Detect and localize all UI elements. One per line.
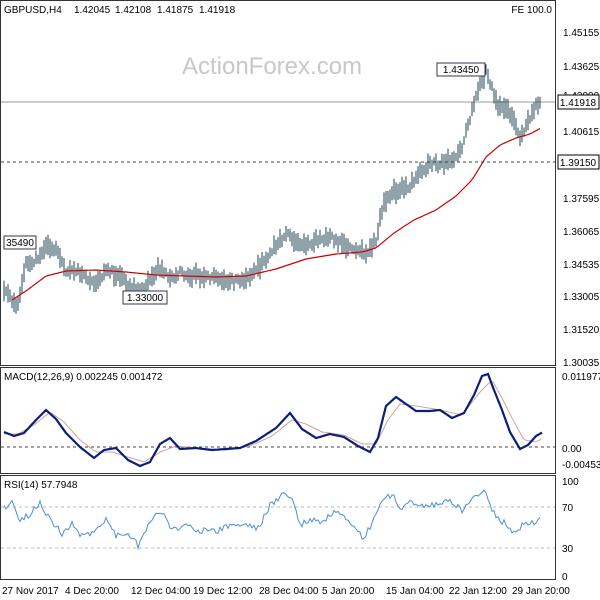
- x-tick: 15 Jan 04:00: [386, 586, 444, 597]
- rsi-tick: 30: [562, 544, 574, 555]
- current-price-tag: 1.41918: [557, 94, 600, 110]
- macd-title: MACD(12,26,9) 0.002245 0.001472: [4, 372, 163, 383]
- close-value: 1.41918: [199, 5, 236, 16]
- price-tick: 1.31520: [563, 325, 600, 336]
- price-panel: [0, 0, 556, 366]
- x-tick: 27 Nov 2017: [2, 586, 59, 597]
- price-tick: 1.33005: [563, 292, 600, 303]
- rsi-title: RSI(14) 57.7948: [4, 480, 78, 491]
- price-tick: 1.43625: [563, 62, 600, 73]
- x-tick: 5 Jan 20:00: [322, 586, 375, 597]
- open-value: 1.42045: [74, 5, 111, 16]
- macd-tick: 0.011977: [562, 372, 600, 383]
- rsi-line: [3, 489, 541, 551]
- x-tick: 19 Dec 12:00: [193, 586, 253, 597]
- x-tick: 29 Jan 20:00: [512, 586, 570, 597]
- macd-signal-line: [4, 381, 542, 462]
- rsi-tick: 100: [562, 477, 579, 488]
- price-tick: 1.40615: [563, 127, 600, 138]
- rsi-panel: [0, 475, 556, 580]
- macd-tick: 0.00: [562, 444, 582, 455]
- rsi-tick: 70: [562, 503, 574, 514]
- macd-tick: -0.004537: [562, 460, 600, 471]
- low-value: 1.41875: [157, 5, 194, 16]
- price-tick: 1.36065: [563, 227, 600, 238]
- current-price-label: 1.41918: [560, 98, 597, 109]
- watermark: ActionForex.com: [182, 53, 362, 80]
- macd-line: [3, 372, 543, 468]
- price-tick: 1.37595: [563, 194, 600, 205]
- support-price-tag: 1.39150: [557, 154, 600, 170]
- moving-average-line: [11, 127, 541, 301]
- low-label: 1.33000: [127, 293, 164, 304]
- macd-panel: [0, 367, 556, 474]
- rsi-tick: 0: [562, 572, 568, 583]
- left-peak-label: 35490: [6, 238, 34, 249]
- high-value: 1.42108: [115, 5, 152, 16]
- x-axis: 27 Nov 2017 4 Dec 20:00 12 Dec 04:00 19 …: [2, 586, 570, 597]
- x-tick: 22 Jan 12:00: [449, 586, 507, 597]
- x-tick: 28 Dec 04:00: [259, 586, 319, 597]
- price-header: GBPUSD,H4 1.42045 1.42108 1.41875 1.4191…: [4, 5, 236, 16]
- fe-label: FE 100.0: [511, 5, 552, 16]
- left-peak-label-box: 35490: [3, 235, 37, 250]
- price-y-axis: 1.45155 1.43625 1.42090 1.40615 1.37595 …: [563, 28, 600, 369]
- price-bars: [3, 64, 541, 314]
- low-label-box: 1.33000: [122, 290, 168, 305]
- price-tick: 1.30035: [563, 358, 600, 369]
- price-tick: 1.45155: [563, 28, 600, 39]
- support-price-label: 1.39150: [560, 158, 597, 169]
- x-tick: 12 Dec 04:00: [131, 586, 191, 597]
- high-label-box: 1.43450: [436, 62, 486, 77]
- x-tick: 4 Dec 20:00: [65, 586, 119, 597]
- high-label: 1.43450: [443, 65, 480, 76]
- price-tick: 1.34535: [563, 260, 600, 271]
- symbol-label: GBPUSD,H4: [4, 5, 62, 16]
